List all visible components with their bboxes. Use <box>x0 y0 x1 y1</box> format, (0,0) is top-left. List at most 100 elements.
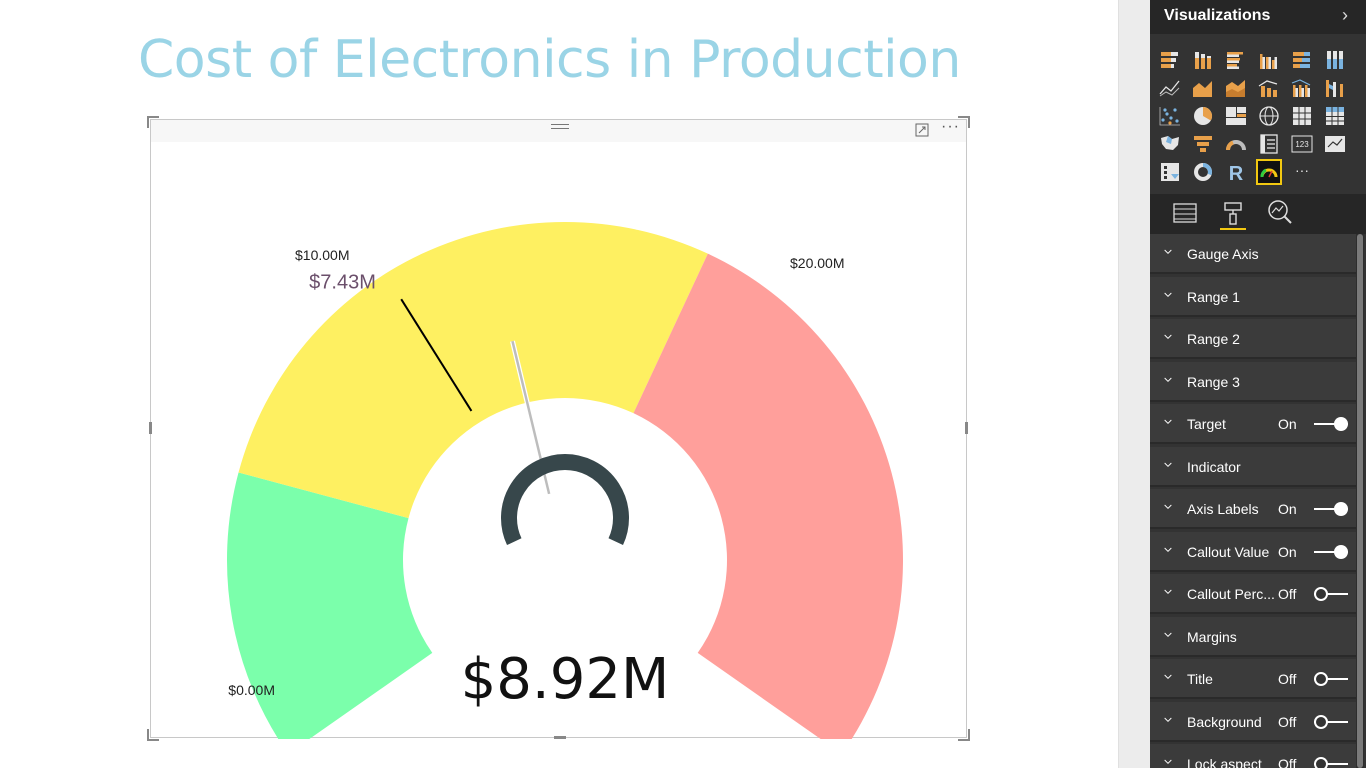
format-section-margins[interactable]: Margins <box>1150 616 1356 657</box>
slicer-icon[interactable] <box>1158 160 1182 184</box>
section-state: Off <box>1278 756 1297 768</box>
format-section-range-3[interactable]: Range 3 <box>1150 361 1356 402</box>
resize-handle-left[interactable] <box>149 422 152 434</box>
matrix-icon[interactable] <box>1323 104 1347 128</box>
pane-gutter <box>1118 0 1151 768</box>
chevron-down-icon <box>1164 759 1172 764</box>
visualizations-pane: Visualizations › 123 R ··· <box>1150 0 1366 768</box>
section-label: Target <box>1187 416 1226 432</box>
gauge-icon[interactable] <box>1224 132 1248 156</box>
filled-map-icon[interactable] <box>1158 132 1182 156</box>
stacked-area-icon[interactable] <box>1224 76 1248 100</box>
section-label: Range 3 <box>1187 373 1240 390</box>
section-label: Range 1 <box>1187 288 1240 305</box>
scatter-icon[interactable] <box>1158 104 1182 128</box>
resize-corner-bottom-right[interactable] <box>958 729 970 741</box>
more-options-icon[interactable]: ··· <box>941 118 960 135</box>
gauge-range-2 <box>238 222 708 519</box>
chevron-down-icon <box>1164 419 1172 424</box>
treemap-icon[interactable] <box>1224 104 1248 128</box>
section-state: On <box>1278 501 1297 517</box>
clustered-column-icon[interactable] <box>1257 48 1281 72</box>
line-icon[interactable] <box>1158 76 1182 100</box>
focus-mode-icon[interactable] <box>915 123 929 137</box>
gauge-target-line <box>400 298 473 412</box>
section-state: Off <box>1278 713 1297 730</box>
area-icon[interactable] <box>1191 76 1215 100</box>
line-clustered-icon[interactable] <box>1290 76 1314 100</box>
format-section-background[interactable]: Background Off <box>1150 701 1356 742</box>
card-icon[interactable]: 123 <box>1290 132 1314 156</box>
format-section-range-2[interactable]: Range 2 <box>1150 319 1356 359</box>
section-label: Background <box>1187 713 1262 730</box>
section-label: Gauge Axis <box>1187 246 1259 262</box>
resize-corner-bottom-left[interactable] <box>147 729 159 741</box>
visual-header: ··· <box>151 118 966 142</box>
drag-handle-icon[interactable] <box>551 124 569 134</box>
format-section-range-1[interactable]: Range 1 <box>1150 276 1356 317</box>
gauge-range-1 <box>227 472 433 739</box>
chevron-down-icon <box>1164 292 1172 297</box>
section-toggle[interactable] <box>1314 757 1348 768</box>
gauge-target-label: $7.43M <box>309 272 376 294</box>
r-visual-icon[interactable]: R <box>1224 160 1248 184</box>
format-section-target[interactable]: Target On <box>1150 404 1356 444</box>
section-label: Title <box>1187 671 1213 687</box>
section-label: Indicator <box>1187 458 1241 475</box>
section-toggle[interactable] <box>1314 587 1348 601</box>
resize-handle-bottom[interactable] <box>554 736 566 739</box>
section-label: Callout Value <box>1187 543 1270 560</box>
more-visuals-icon[interactable]: ··· <box>1290 160 1314 184</box>
chevron-down-icon <box>1164 547 1172 552</box>
resize-corner-top-right[interactable] <box>958 116 970 128</box>
stacked-bar-icon[interactable] <box>1158 48 1182 72</box>
section-toggle[interactable] <box>1314 544 1348 559</box>
resize-corner-top-left[interactable] <box>147 116 159 128</box>
table-icon[interactable] <box>1290 104 1314 128</box>
pane-scrollbar[interactable] <box>1356 234 1364 768</box>
gauge-axis-label: $10.00M <box>295 247 349 263</box>
multirow-card-icon[interactable] <box>1257 132 1281 156</box>
format-tab-icon[interactable] <box>1220 198 1246 230</box>
report-canvas: Cost of Electronics in Production ··· $7… <box>138 30 970 741</box>
format-section-indicator[interactable]: Indicator <box>1150 446 1356 487</box>
fields-tab-icon[interactable] <box>1172 198 1198 228</box>
section-toggle[interactable] <box>1314 417 1348 431</box>
pie-icon[interactable] <box>1191 104 1215 128</box>
resize-handle-right[interactable] <box>965 422 968 434</box>
gauge-range-3 <box>633 253 903 739</box>
format-section-lock-aspect[interactable]: Lock aspect Off <box>1150 744 1356 768</box>
gauge-axis-label: $20.00M <box>790 255 844 271</box>
section-toggle[interactable] <box>1314 672 1348 686</box>
svg-text:R: R <box>1229 163 1244 184</box>
analytics-tab-icon[interactable] <box>1266 198 1292 228</box>
100-bar-icon[interactable] <box>1290 48 1314 72</box>
format-section-callout-perc[interactable]: Callout Perc... Off <box>1150 574 1356 614</box>
chevron-down-icon <box>1164 334 1172 339</box>
section-toggle[interactable] <box>1314 714 1348 729</box>
section-label: Axis Labels <box>1187 501 1259 517</box>
clustered-bar-icon[interactable] <box>1224 48 1248 72</box>
format-section-gauge-axis[interactable]: Gauge Axis <box>1150 234 1356 274</box>
map-icon[interactable] <box>1257 104 1281 128</box>
donut-icon[interactable] <box>1191 160 1215 184</box>
format-section-title[interactable]: Title Off <box>1150 659 1356 699</box>
section-toggle[interactable] <box>1314 502 1348 516</box>
chevron-down-icon <box>1164 632 1172 637</box>
chevron-down-icon <box>1164 674 1172 679</box>
line-column-icon[interactable] <box>1257 76 1281 100</box>
100-column-icon[interactable] <box>1323 48 1347 72</box>
custom-gauge-icon[interactable] <box>1256 159 1282 185</box>
gauge-chart: $7.43M $0.00M $10.00M $20.00M $8.92M <box>227 222 903 739</box>
stacked-column-icon[interactable] <box>1191 48 1215 72</box>
ribbon-icon[interactable] <box>1323 76 1347 100</box>
kpi-icon[interactable] <box>1323 132 1347 156</box>
chevron-down-icon <box>1164 462 1172 467</box>
gauge-visual[interactable]: ··· $7.43M $0.00M $10.00M $20.00M $8.92M <box>147 116 970 741</box>
format-section-axis-labels[interactable]: Axis Labels On <box>1150 489 1356 529</box>
chevron-down-icon <box>1164 717 1172 722</box>
section-label: Range 2 <box>1187 331 1240 347</box>
collapse-pane-icon[interactable]: › <box>1342 5 1348 25</box>
funnel-icon[interactable] <box>1191 132 1215 156</box>
format-section-callout-value[interactable]: Callout Value On <box>1150 531 1356 572</box>
